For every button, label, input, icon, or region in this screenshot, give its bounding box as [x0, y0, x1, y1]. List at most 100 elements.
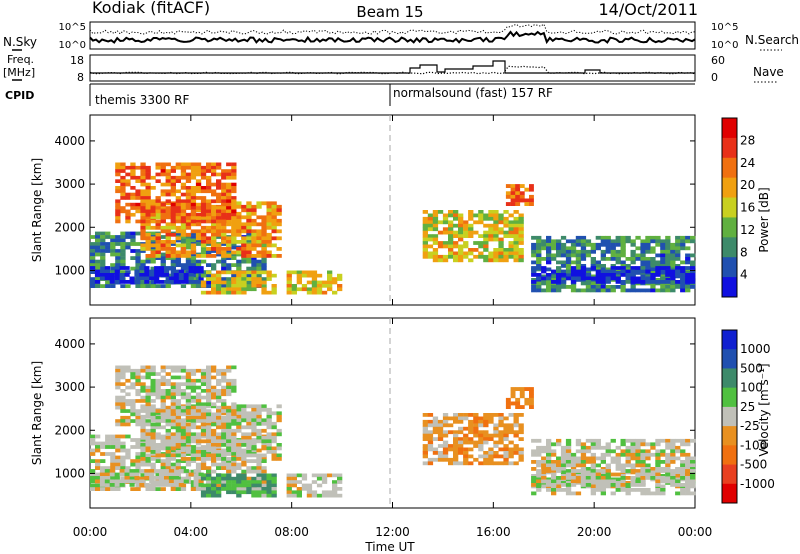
power-cell — [468, 223, 474, 228]
power-cell — [670, 281, 676, 286]
xtick-label: 04:00 — [174, 525, 209, 539]
velocity-cell — [95, 448, 101, 453]
velocity-cell — [170, 418, 176, 423]
power-cell — [195, 212, 202, 217]
velocity-cell — [256, 476, 262, 481]
power-cell — [120, 206, 126, 210]
velocity-cell — [104, 476, 110, 480]
power-cell — [115, 162, 121, 167]
colorbar-swatch — [722, 257, 737, 278]
velocity-cell — [453, 440, 459, 445]
velocity-cell — [468, 419, 474, 424]
velocity-cell — [160, 389, 166, 393]
velocity-cell — [211, 422, 217, 427]
power-cell — [541, 242, 547, 247]
velocity-cell — [422, 444, 428, 448]
velocity-cell — [206, 402, 212, 407]
velocity-cell — [90, 469, 96, 473]
velocity-cell — [271, 493, 277, 498]
velocity-cell — [630, 456, 636, 461]
power-cell — [498, 254, 504, 259]
power-cell — [458, 244, 464, 249]
power-cell — [178, 276, 184, 281]
power-cell — [216, 247, 222, 251]
power-cell — [498, 220, 504, 225]
power-cell — [442, 216, 449, 221]
velocity-cell — [256, 453, 262, 458]
power-cell — [221, 290, 227, 295]
power-cell — [100, 238, 106, 243]
velocity-cell — [551, 476, 557, 480]
power-cell — [200, 189, 207, 194]
power-cell — [195, 165, 202, 170]
velocity-cell — [503, 433, 509, 438]
velocity-cell — [150, 415, 156, 420]
power-cell — [160, 259, 166, 264]
power-cell — [645, 288, 651, 293]
velocity-cell — [226, 476, 232, 481]
power-cell — [140, 175, 146, 180]
noise-left-tick-bottom: 10^0 — [59, 40, 86, 51]
velocity-cell — [546, 456, 552, 461]
power-cell — [625, 288, 631, 293]
power-cell — [165, 250, 171, 255]
power-cell — [518, 213, 524, 218]
velocity-cell — [216, 490, 222, 495]
power-cell — [175, 165, 181, 170]
velocity-cell — [115, 466, 121, 470]
power-cell — [135, 277, 141, 281]
velocity-cell — [99, 472, 106, 477]
velocity-cell — [246, 443, 252, 447]
power-cell — [119, 280, 125, 284]
power-cell — [508, 248, 514, 252]
power-cell — [226, 192, 232, 197]
power-cell — [216, 196, 222, 200]
power-cell — [246, 229, 252, 234]
velocity-cell — [206, 385, 212, 390]
power-cell — [195, 179, 202, 183]
power-cell — [556, 246, 562, 251]
power-cell — [337, 277, 343, 281]
velocity-cell — [640, 463, 646, 468]
velocity-cell — [560, 445, 567, 450]
power-cell — [144, 266, 150, 270]
power-cell — [510, 191, 516, 196]
power-cell — [640, 264, 646, 268]
power-cell — [630, 280, 636, 284]
velocity-cell — [565, 449, 572, 454]
velocity-cell — [140, 462, 146, 467]
velocity-cell — [105, 487, 111, 491]
power-cell — [483, 216, 489, 221]
power-cell — [251, 266, 257, 271]
power-cell — [660, 266, 666, 270]
velocity-cell — [432, 457, 439, 462]
velocity-cell — [570, 460, 577, 464]
power-cell — [570, 260, 577, 265]
power-cell — [226, 266, 232, 271]
power-cell — [271, 215, 277, 220]
velocity-cell — [190, 480, 197, 484]
velocity-cell — [211, 385, 217, 390]
power-cell — [625, 239, 631, 244]
velocity-cell — [640, 469, 646, 473]
power-cell — [271, 211, 277, 216]
velocity-cell — [610, 483, 616, 487]
power-cell — [266, 290, 272, 295]
power-cell — [175, 162, 181, 167]
velocity-cell — [145, 443, 151, 447]
velocity-cell — [119, 472, 125, 477]
velocity-cell — [473, 423, 479, 428]
power-cell — [221, 242, 227, 246]
power-cell — [660, 253, 666, 258]
velocity-cell — [231, 435, 237, 440]
power-cell — [200, 219, 207, 224]
power-cell — [675, 280, 681, 284]
power-cell — [241, 243, 247, 248]
power-cell — [170, 254, 176, 258]
velocity-cell — [170, 409, 176, 413]
power-cell — [154, 273, 160, 277]
power-cell — [458, 251, 464, 256]
colorbar-tick-label: -1000 — [740, 477, 775, 491]
velocity-cell — [178, 483, 184, 487]
velocity-cell — [160, 425, 166, 430]
